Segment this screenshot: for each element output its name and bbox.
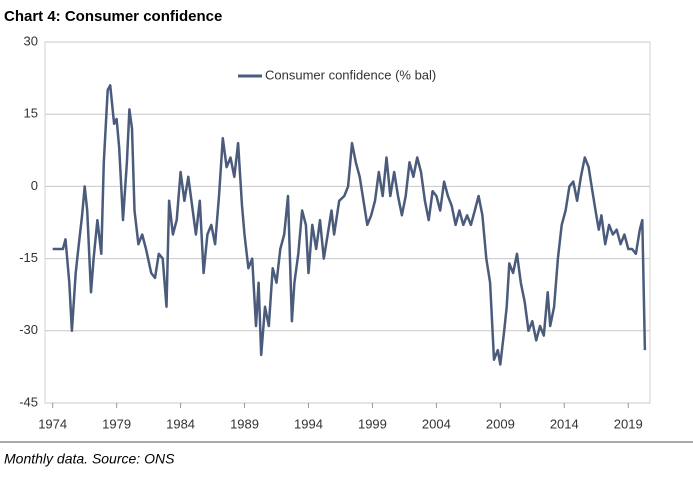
x-tick-label: 1984 (166, 416, 195, 431)
x-tick-label: 1979 (102, 416, 131, 431)
x-tick-label: 1989 (230, 416, 259, 431)
y-tick-label: 30 (24, 33, 38, 48)
y-tick-label: -30 (19, 322, 38, 337)
y-tick-label: 15 (24, 106, 38, 121)
series-line (52, 84, 647, 366)
x-tick-label: 2009 (486, 416, 515, 431)
x-tick-label: 2004 (422, 416, 451, 431)
chart-title: Chart 4: Consumer confidence (4, 8, 222, 25)
y-tick-label: 0 (31, 178, 38, 193)
y-tick-label: -15 (19, 250, 38, 265)
caption: Monthly data. Source: ONS (4, 451, 175, 467)
x-tick-label: 1999 (358, 416, 387, 431)
y-tick-label: -45 (19, 394, 38, 409)
x-tick-label: 2014 (550, 416, 579, 431)
x-tick-label: 2019 (614, 416, 643, 431)
x-tick-label: 1974 (38, 416, 67, 431)
x-tick-label: 1994 (294, 416, 323, 431)
legend-label: Consumer confidence (% bal) (265, 67, 436, 82)
